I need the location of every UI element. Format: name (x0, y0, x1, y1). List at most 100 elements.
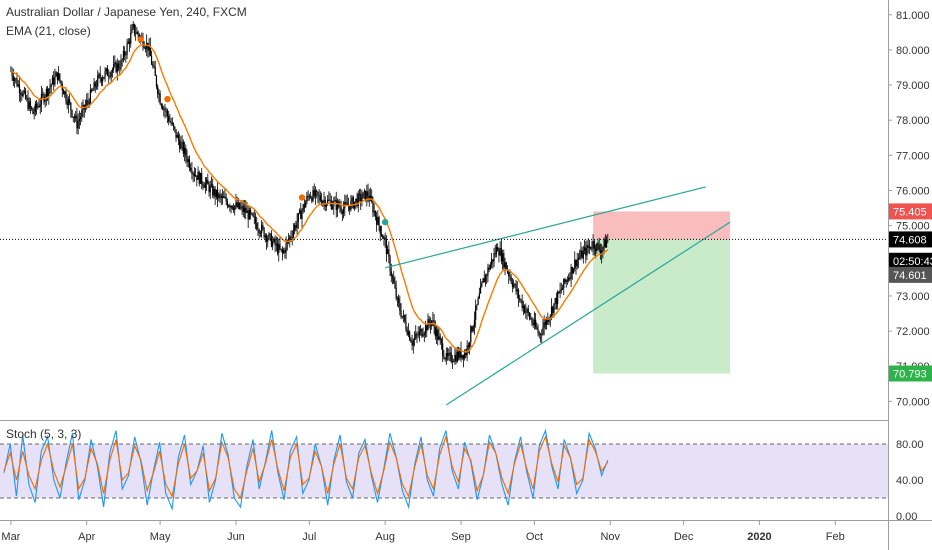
candle-body (155, 75, 158, 87)
candle-body (539, 334, 542, 336)
candle-body (471, 326, 473, 331)
candle-body (305, 202, 307, 208)
signal-marker (164, 95, 171, 103)
candle-body (221, 196, 224, 199)
candle-body (439, 336, 441, 340)
y-tick-label: 77.000 (896, 150, 930, 162)
candle-body (335, 199, 337, 210)
candle-body (376, 216, 378, 225)
candle-body (33, 112, 35, 114)
candle-body (245, 207, 247, 213)
candle-body (86, 100, 88, 106)
candle-body (48, 88, 50, 97)
candle-body (97, 75, 99, 87)
candle-body (555, 298, 558, 305)
candle-body (453, 361, 455, 363)
target-price-tag-bg (889, 365, 932, 382)
candle-body (292, 230, 295, 237)
candle-body (503, 253, 505, 268)
candle-body (113, 63, 115, 70)
price-tags: 75.405 74.608 02:50:43 74.601 70.793 (889, 203, 932, 382)
candle-body (420, 329, 422, 332)
candle-body (126, 43, 128, 55)
drawing-lines[interactable] (0, 186, 888, 406)
candle-body (415, 333, 417, 338)
candle-body (32, 108, 34, 114)
candle-body (246, 210, 248, 213)
candle-body (142, 37, 144, 47)
candle-body (297, 213, 299, 222)
target-price-tag-label: 70.793 (893, 369, 927, 381)
candle-body (330, 200, 332, 209)
candle-body (497, 247, 499, 252)
candle-body (580, 250, 582, 257)
candle-body (172, 123, 175, 127)
candle-body (422, 335, 424, 337)
candle-body (384, 237, 386, 240)
candle-body (547, 318, 549, 323)
candle-body (528, 313, 531, 319)
candle-body (417, 334, 419, 336)
last-price-tag: 74.601 (889, 266, 932, 283)
candle-body (603, 239, 605, 247)
stoch-y-tick-label: 40.00 (896, 475, 924, 487)
candle-body (489, 264, 491, 270)
candle-body (322, 201, 324, 204)
candle-body (65, 91, 67, 101)
candle-body (450, 352, 452, 362)
candle-body (577, 258, 580, 260)
candle-body (108, 75, 110, 77)
candle-body (558, 291, 560, 293)
candle-body (15, 78, 17, 80)
candle-body (103, 76, 105, 79)
candle-body (552, 306, 554, 313)
candle-body (111, 69, 114, 73)
candle-body (550, 306, 553, 316)
candle-body (294, 225, 296, 231)
candle-body (163, 108, 165, 110)
candle-body (428, 319, 430, 324)
candle-body (373, 210, 375, 213)
candle-body (341, 211, 343, 214)
candle-body (105, 68, 107, 72)
candle-body (207, 179, 209, 185)
candle-body (80, 117, 82, 120)
candle-body (11, 71, 13, 77)
position-zones[interactable] (593, 211, 731, 374)
current-price-tag: 74.608 (889, 231, 932, 248)
candle-body (380, 234, 383, 236)
candle-body (316, 190, 318, 192)
y-tick-label: 72.000 (896, 326, 930, 338)
candle-body (230, 205, 232, 208)
candle-body (501, 253, 504, 262)
candle-body (598, 244, 600, 251)
stop-price-tag-label: 75.405 (893, 206, 927, 218)
candle-body (464, 352, 466, 359)
candle-body (72, 116, 74, 118)
candle-body (592, 241, 594, 249)
candle-body (325, 204, 328, 207)
candle-body (560, 289, 562, 291)
candle-body (104, 71, 106, 77)
candle-body (604, 239, 606, 248)
axes: Mar Apr May Jun Jul Aug Sep Oct Nov Dec 2020 Feb 70.… (1, 10, 929, 543)
candle-body (176, 135, 178, 138)
candle-body (264, 235, 266, 238)
candle-body (398, 297, 400, 303)
candle-body (179, 140, 181, 149)
candle-body (285, 243, 287, 253)
candle-body (456, 351, 458, 362)
candle-body (402, 315, 405, 317)
x-tick-label: Mar (1, 531, 20, 543)
candle-body (117, 63, 120, 69)
candle-body (267, 238, 269, 242)
candle-body (243, 207, 246, 213)
candle-body (261, 224, 263, 234)
candle-body (160, 104, 162, 107)
candle-body (594, 248, 597, 252)
candles (10, 21, 609, 369)
candle-body (213, 188, 215, 196)
countdown-tag-label: 02:50:43 (893, 256, 932, 268)
